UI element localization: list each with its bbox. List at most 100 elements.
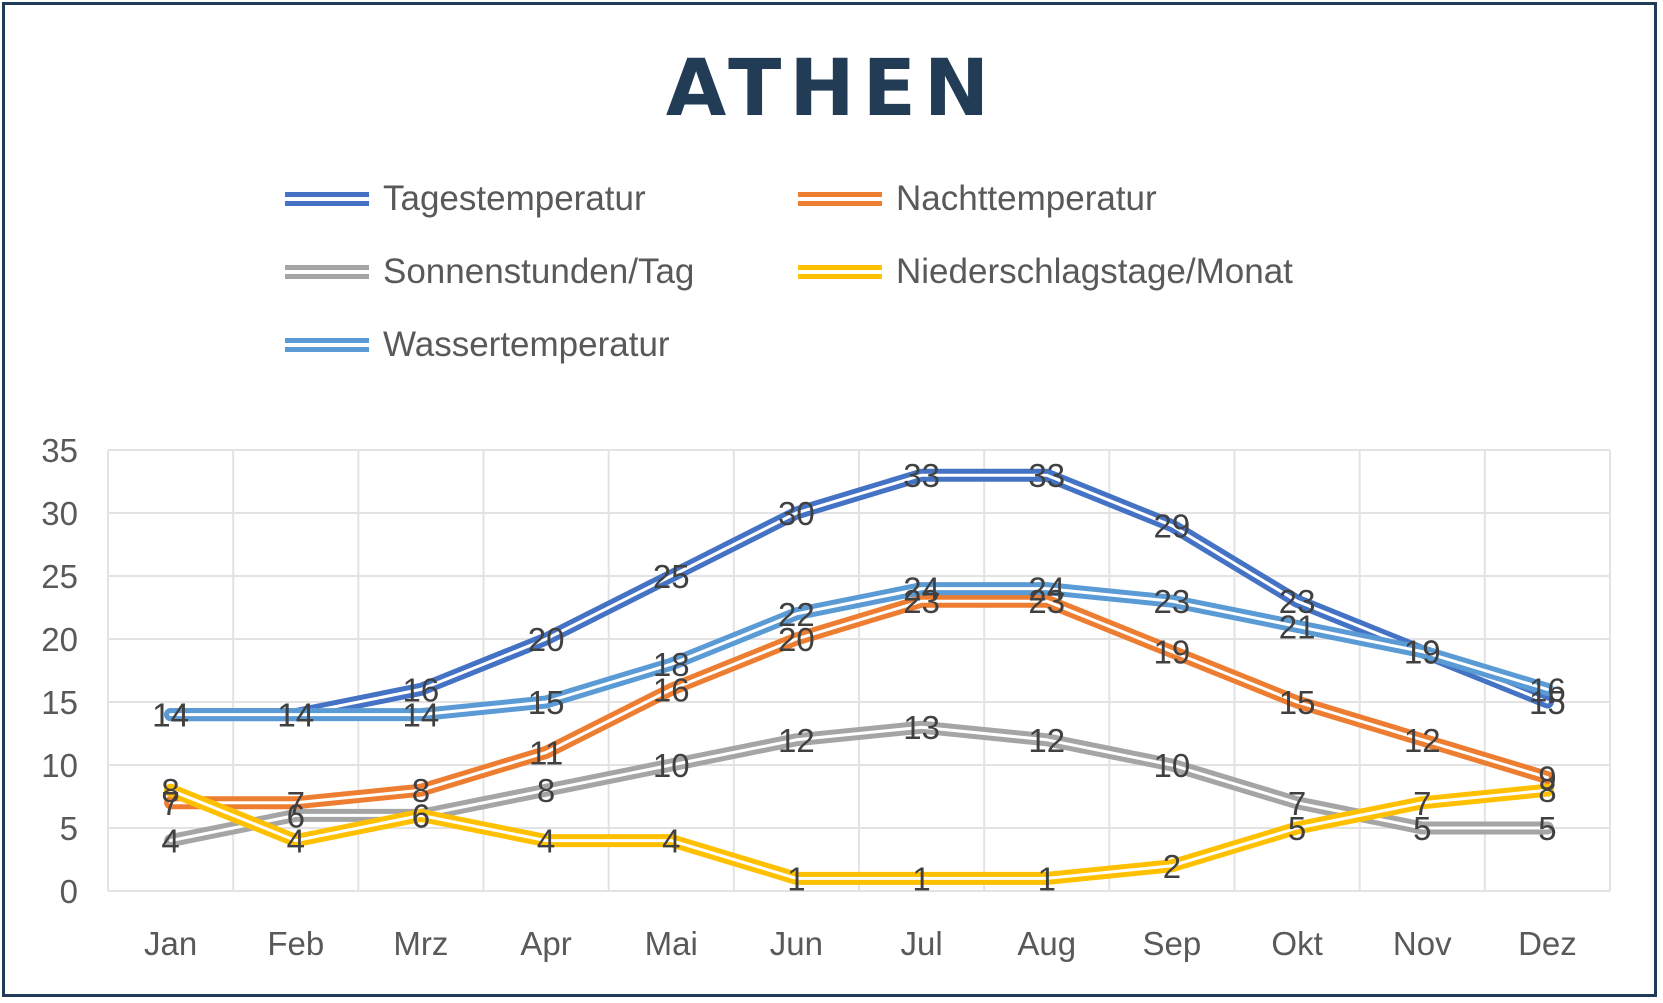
y-tick-label: 30 <box>41 495 78 532</box>
data-label: 12 <box>1028 722 1065 759</box>
y-tick-label: 25 <box>41 558 78 595</box>
data-label: 8 <box>1538 772 1556 809</box>
data-label: 13 <box>903 709 940 746</box>
data-label: 30 <box>778 495 815 532</box>
data-label: 22 <box>778 596 815 633</box>
legend-item-nachttemperatur: Nachttemperatur <box>798 179 1157 219</box>
legend-swatch-tagestemperatur <box>285 192 369 206</box>
legend-swatch-niederschlagstage <box>798 265 882 279</box>
data-label: 5 <box>1413 810 1431 847</box>
data-label: 24 <box>903 571 940 608</box>
data-label: 7 <box>1288 785 1306 822</box>
data-label: 4 <box>662 823 680 860</box>
data-label: 1 <box>1038 860 1056 897</box>
data-label: 12 <box>778 722 815 759</box>
y-tick-label: 15 <box>41 684 78 721</box>
data-label: 11 <box>529 734 563 771</box>
legend-label-wassertemperatur: Wassertemperatur <box>383 325 670 364</box>
data-label: 8 <box>537 772 555 809</box>
data-label: 29 <box>1154 508 1191 545</box>
data-label: 6 <box>412 797 430 834</box>
data-label: 16 <box>403 671 440 708</box>
x-tick-label: Feb <box>267 925 324 962</box>
y-tick-label: 5 <box>60 810 78 847</box>
data-label: 14 <box>277 697 314 734</box>
data-label: 16 <box>653 671 690 708</box>
x-tick-label: Nov <box>1393 925 1452 962</box>
data-label: 20 <box>528 621 565 658</box>
x-tick-label: Jul <box>900 925 942 962</box>
x-tick-label: Apr <box>520 925 571 962</box>
legend-label-sonnenstunden: Sonnenstunden/Tag <box>383 252 695 291</box>
data-label: 14 <box>403 697 440 734</box>
data-label: 1 <box>787 860 805 897</box>
y-tick-label: 20 <box>41 621 78 658</box>
data-label: 23 <box>1279 583 1316 620</box>
data-label: 15 <box>528 684 565 721</box>
series-line-inner-nachttemperatur <box>169 599 1549 805</box>
data-label: 23 <box>1154 583 1191 620</box>
data-label: 21 <box>1279 608 1316 645</box>
x-tick-label: Aug <box>1017 925 1076 962</box>
x-tick-label: Sep <box>1143 925 1202 962</box>
data-label: 18 <box>653 646 690 683</box>
data-label: 4 <box>161 823 179 860</box>
legend-swatch-sonnenstunden <box>285 265 369 279</box>
data-label: 16 <box>1529 671 1566 708</box>
data-label: 10 <box>1154 747 1191 784</box>
data-label: 14 <box>277 697 314 734</box>
legend-item-niederschlagstage: Niederschlagstage/Monat <box>798 252 1293 292</box>
x-tick-label: Okt <box>1271 925 1322 962</box>
data-label: 19 <box>1404 634 1441 671</box>
data-label: 12 <box>1404 722 1441 759</box>
data-label: 5 <box>1288 810 1306 847</box>
data-label: 4 <box>537 823 555 860</box>
data-label: 15 <box>1529 684 1566 721</box>
legend-swatch-wassertemperatur <box>285 338 369 352</box>
data-label: 4 <box>287 823 305 860</box>
legend-item-sonnenstunden: Sonnenstunden/Tag <box>285 252 694 292</box>
data-label: 6 <box>287 797 305 834</box>
data-label: 8 <box>161 772 179 809</box>
data-label: 14 <box>152 697 189 734</box>
data-label: 7 <box>1413 785 1431 822</box>
data-label: 10 <box>653 747 690 784</box>
x-tick-label: Jan <box>144 925 197 962</box>
series-line-inner-niederschlagstage-monat <box>169 788 1549 880</box>
data-label: 24 <box>1028 571 1065 608</box>
data-label: 8 <box>412 772 430 809</box>
data-label: 6 <box>412 797 430 834</box>
legend: Tagestemperatur Nachttemperatur Sonnenst… <box>0 0 1663 420</box>
data-label: 33 <box>903 457 940 494</box>
x-tick-label: Mrz <box>393 925 448 962</box>
legend-label-nachttemperatur: Nachttemperatur <box>896 179 1157 218</box>
data-label: 15 <box>1279 684 1316 721</box>
data-label: 5 <box>1538 810 1556 847</box>
series-line-inner-tagestemperatur <box>169 473 1549 717</box>
y-tick-label: 35 <box>41 432 78 469</box>
legend-label-tagestemperatur: Tagestemperatur <box>383 179 646 218</box>
x-tick-label: Mai <box>645 925 698 962</box>
data-label: 23 <box>903 583 940 620</box>
legend-item-wassertemperatur: Wassertemperatur <box>285 325 670 365</box>
data-label: 19 <box>1404 634 1441 671</box>
data-label: 14 <box>152 697 189 734</box>
data-label: 7 <box>161 785 179 822</box>
data-label: 9 <box>1538 760 1556 797</box>
y-tick-label: 10 <box>41 747 78 784</box>
series-line-inner-wassertemperatur <box>169 587 1549 717</box>
legend-swatch-nachttemperatur <box>798 192 882 206</box>
data-label: 33 <box>1028 457 1065 494</box>
data-label: 7 <box>287 785 305 822</box>
chart-title: ATHEN <box>665 44 998 134</box>
y-tick-label: 0 <box>60 873 78 910</box>
data-label: 23 <box>1028 583 1065 620</box>
data-label: 25 <box>653 558 690 595</box>
x-tick-label: Dez <box>1518 925 1577 962</box>
data-label: 20 <box>778 621 815 658</box>
data-label: 19 <box>1154 634 1191 671</box>
x-tick-label: Jun <box>770 925 823 962</box>
legend-item-tagestemperatur: Tagestemperatur <box>285 179 646 219</box>
